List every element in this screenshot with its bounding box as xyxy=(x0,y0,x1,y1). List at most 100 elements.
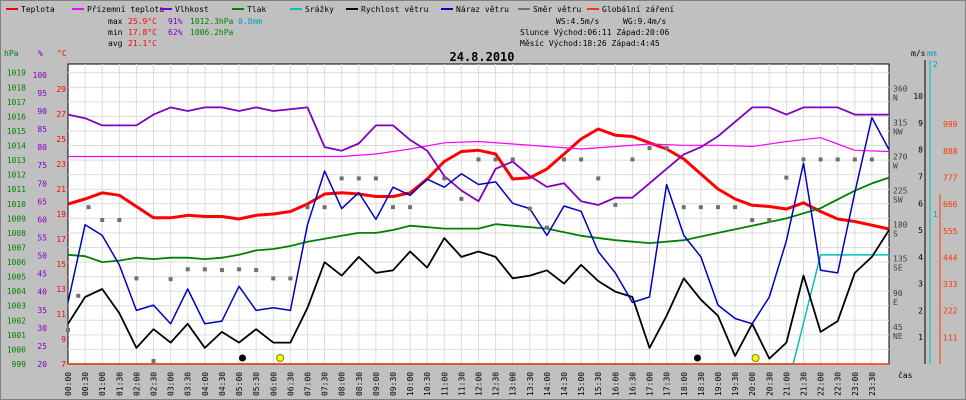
wind-direction-point xyxy=(767,218,772,223)
stat-avg-label: avg xyxy=(108,39,123,48)
rad-tick-label: 111 xyxy=(943,333,958,342)
dir-tick-deg: 225 xyxy=(893,187,908,196)
mm-tick-label: 2 xyxy=(933,60,938,69)
ms-unit: m/s xyxy=(911,49,926,58)
hpa-tick-label: 1017 xyxy=(7,98,26,107)
x-tick-label: 17:00 xyxy=(646,372,655,396)
x-tick-label: 16:00 xyxy=(611,372,620,396)
hpa-tick-label: 1008 xyxy=(7,229,26,238)
pct-tick-label: 35 xyxy=(37,306,47,315)
x-tick-label: 08:30 xyxy=(355,372,364,396)
hpa-tick-label: 1000 xyxy=(7,345,26,354)
legend-label: Globální záření xyxy=(602,5,674,14)
dir-tick-label: NW xyxy=(893,127,903,136)
wind-direction-point xyxy=(86,205,91,210)
legend-label: Směr větru xyxy=(533,5,581,14)
dir-tick-label: N xyxy=(893,93,898,102)
wind-direction-point xyxy=(579,157,584,162)
wind-direction-point xyxy=(647,146,652,151)
dir-tick-label: SW xyxy=(893,196,903,205)
info-moon: Měsíc Východ:18:26 Západ:4:45 xyxy=(520,39,660,48)
wind-direction-point xyxy=(408,205,413,210)
wind-direction-point xyxy=(390,205,395,210)
x-tick-label: 06:30 xyxy=(286,372,295,396)
x-tick-label: 05:00 xyxy=(235,372,244,396)
stat-max-temp: 25.9°C xyxy=(128,17,157,26)
x-tick-label: 04:00 xyxy=(201,372,210,396)
series-line xyxy=(67,106,889,206)
series-line xyxy=(67,116,890,325)
wind-direction-point xyxy=(818,157,823,162)
hpa-tick-label: 1005 xyxy=(7,273,26,282)
hpa-tick-label: 1003 xyxy=(7,302,26,311)
hpa-tick-label: 1006 xyxy=(7,258,26,267)
pct-tick-label: 25 xyxy=(37,342,47,351)
rad-tick-label: 555 xyxy=(943,227,958,236)
x-tick-label: 19:30 xyxy=(731,372,740,396)
dir-tick-deg: 135 xyxy=(893,255,908,264)
wind-direction-point xyxy=(613,202,618,207)
hpa-tick-label: 1002 xyxy=(7,316,26,325)
chart-legend: Teplota Přízemní teplota Vlhkost Tlak Srážky… xyxy=(6,5,674,14)
x-tick-label: 06:00 xyxy=(269,372,278,396)
ms-tick-label: 8 xyxy=(918,146,923,155)
x-tick-label: 15:00 xyxy=(577,372,586,396)
ms-tick-label: 5 xyxy=(918,226,923,235)
stat-min-temp: 17.8°C xyxy=(128,28,157,37)
dir-tick-label: SE xyxy=(893,264,903,273)
pct-tick-label: 60 xyxy=(37,215,47,224)
wind-direction-point xyxy=(168,277,173,282)
c-tick-label: 15 xyxy=(56,260,66,269)
x-tick-label: 23:00 xyxy=(851,372,860,396)
x-tick-label: 14:30 xyxy=(560,372,569,396)
pct-tick-label: 100 xyxy=(33,71,48,80)
wind-direction-point xyxy=(562,157,567,162)
wind-direction-point xyxy=(254,268,259,273)
dir-tick-label: S xyxy=(893,230,898,239)
hpa-tick-label: 1004 xyxy=(7,287,26,296)
info-block: WS:4.5m/s WG:9.4m/s Slunce Východ:06:11 … xyxy=(520,17,669,48)
pct-tick-label: 80 xyxy=(37,143,47,152)
x-tick-label: 11:30 xyxy=(457,372,466,396)
hpa-tick-label: 1014 xyxy=(7,142,26,151)
pct-tick-label: 70 xyxy=(37,179,47,188)
x-tick-label: 10:00 xyxy=(406,372,415,396)
dir-tick-deg: 270 xyxy=(893,152,908,161)
x-tick-label: 19:00 xyxy=(714,372,723,396)
x-tick-label: 16:30 xyxy=(628,372,637,396)
ms-tick-label: 6 xyxy=(918,199,923,208)
wind-direction-point xyxy=(459,196,464,201)
chart-title: 24.8.2010 xyxy=(449,50,514,64)
rad-tick-label: 888 xyxy=(943,147,958,156)
stat-min-label: min xyxy=(108,28,123,37)
stat-max-hum: 91% xyxy=(168,17,183,26)
wind-direction-point xyxy=(869,157,874,162)
pct-tick-label: 90 xyxy=(37,107,47,116)
wind-direction-point xyxy=(339,176,344,181)
dir-tick-label: E xyxy=(893,298,898,307)
wind-direction-point xyxy=(202,267,207,272)
moon-rise-marker xyxy=(693,354,701,362)
dir-tick-deg: 45 xyxy=(893,323,903,332)
wind-direction-point xyxy=(750,218,755,223)
x-tick-label: 09:30 xyxy=(389,372,398,396)
wind-direction-point xyxy=(596,176,601,181)
hpa-tick-label: 999 xyxy=(12,360,27,369)
hpa-tick-label: 1009 xyxy=(7,214,26,223)
x-tick-label: 18:30 xyxy=(697,372,706,396)
wind-direction-point xyxy=(510,157,515,162)
wind-direction-point xyxy=(715,205,720,210)
info-wg: WG:9.4m/s xyxy=(623,17,667,26)
x-tick-label: 03:30 xyxy=(184,372,193,396)
c-tick-label: 7 xyxy=(61,360,66,369)
wind-direction-point xyxy=(271,276,276,281)
x-tick-label: 01:30 xyxy=(115,372,124,396)
x-tick-label: 07:00 xyxy=(303,372,312,396)
wind-direction-point xyxy=(237,267,242,272)
x-tick-label: 13:00 xyxy=(509,372,518,396)
x-tick-label: 09:00 xyxy=(372,372,381,396)
c-tick-label: 23 xyxy=(56,160,66,169)
stat-max-label: max xyxy=(108,17,123,26)
wind-direction-point xyxy=(784,175,789,180)
legend-label: Tlak xyxy=(247,5,266,14)
